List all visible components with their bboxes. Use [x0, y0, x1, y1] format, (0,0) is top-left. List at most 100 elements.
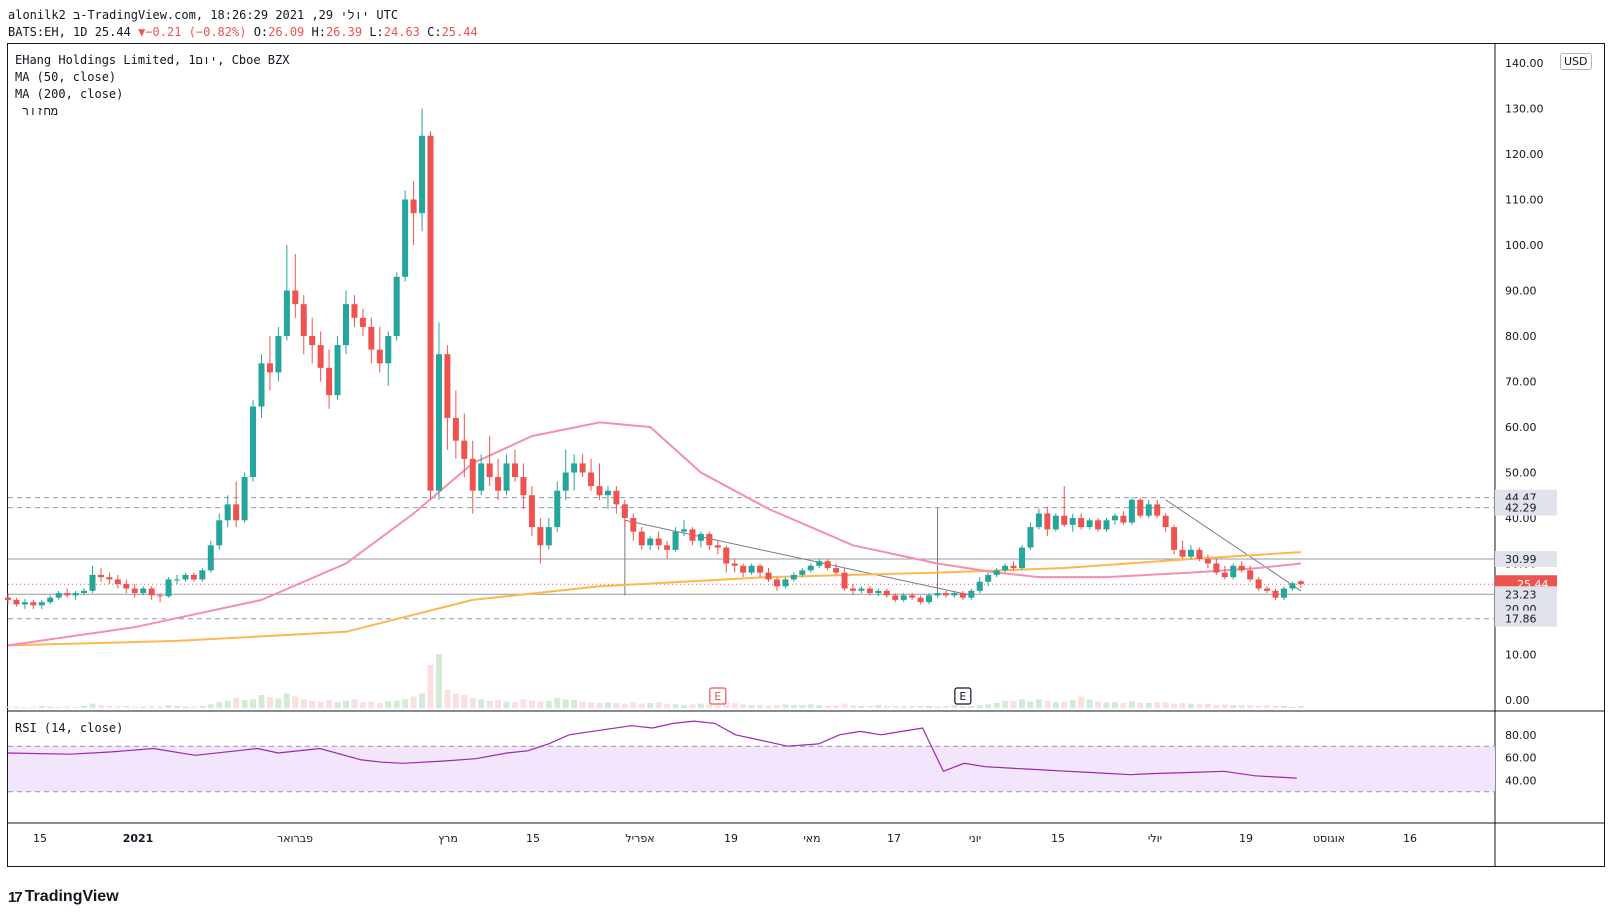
rsi-legend[interactable]: RSI (14, close)	[15, 721, 124, 735]
candle	[376, 326, 383, 373]
candle	[224, 495, 231, 528]
volume-bar	[1213, 705, 1220, 708]
volume-bar	[782, 704, 789, 708]
volume-bar	[1188, 703, 1194, 708]
candle	[1052, 513, 1059, 532]
candle	[520, 463, 527, 509]
candle	[926, 593, 933, 605]
candle-body	[1154, 504, 1161, 516]
volume-bar	[697, 703, 704, 708]
candle-body	[38, 602, 45, 606]
candle-body	[765, 572, 772, 580]
candle-body	[1213, 563, 1220, 573]
volume-bar	[858, 705, 865, 708]
close-label: C:	[427, 25, 442, 39]
candle	[1137, 497, 1144, 518]
volume-bar	[714, 705, 721, 708]
candle-body	[174, 579, 180, 581]
volume-bar	[951, 705, 958, 708]
volume-bar	[554, 697, 561, 708]
volume-bar	[613, 702, 620, 708]
candle	[757, 563, 764, 578]
candle-body	[740, 565, 747, 573]
volume-bar	[5, 706, 11, 708]
candle	[30, 599, 37, 609]
candle	[765, 568, 772, 582]
candle	[875, 588, 882, 597]
currency-badge[interactable]: USD	[1560, 53, 1592, 70]
volume-bar	[1247, 705, 1254, 708]
candle-body	[909, 595, 916, 598]
volume-bar	[241, 700, 248, 708]
candle-body	[5, 597, 11, 600]
candle-body	[926, 595, 933, 603]
candle-body	[951, 593, 958, 596]
candle-body	[165, 579, 172, 597]
volume-bar	[520, 699, 527, 708]
volume-bar	[579, 701, 586, 708]
high-value: 26.39	[325, 25, 363, 39]
candle-body	[934, 593, 941, 596]
brand-logo[interactable]: 17 TradingView	[8, 888, 119, 906]
price-axis-label: 42.29	[1495, 499, 1557, 516]
candle	[697, 531, 704, 548]
candle	[858, 586, 865, 594]
candle	[250, 399, 257, 482]
candle	[748, 563, 755, 575]
candle-body	[1120, 515, 1127, 523]
ma50-line	[7, 421, 1301, 647]
candle-body	[351, 304, 358, 318]
candle-body	[1188, 549, 1194, 557]
candle-body	[528, 495, 535, 528]
candle	[402, 190, 409, 282]
volume-legend[interactable]: מחזור	[22, 104, 59, 118]
volume-bar	[410, 696, 417, 708]
time-tick-label: יולי	[1148, 832, 1162, 845]
ma200-legend[interactable]: MA (200, close)	[15, 87, 124, 101]
volume-bar	[985, 704, 992, 708]
candle-body	[917, 597, 924, 603]
candle-body	[81, 590, 88, 594]
candle-body	[841, 572, 848, 589]
candle-body	[427, 135, 434, 491]
volume-bar	[689, 704, 696, 708]
price-tick-label: 70.00	[1505, 376, 1537, 389]
candle-body	[1010, 565, 1017, 569]
volume-bar	[833, 705, 840, 708]
volume-bar	[596, 702, 603, 708]
volume-bar	[790, 705, 797, 708]
candle	[393, 272, 400, 341]
candle-body	[900, 595, 907, 600]
volume-bar	[55, 707, 62, 708]
candle	[97, 568, 104, 582]
ma50-legend[interactable]: MA (50, close)	[15, 70, 117, 84]
candle-body	[757, 565, 764, 573]
chart-frame[interactable]	[7, 43, 1605, 867]
candle-body	[596, 486, 603, 496]
candle	[799, 568, 806, 578]
volume-bar	[317, 701, 324, 708]
candle	[773, 577, 780, 591]
candle-body	[469, 458, 476, 491]
level-text: 17.86	[1505, 613, 1537, 626]
volume-bar	[300, 699, 307, 708]
volume-bar	[909, 705, 916, 708]
volume-bar	[469, 697, 476, 708]
candle	[740, 563, 747, 578]
candle-body	[588, 472, 595, 487]
candle	[528, 486, 535, 537]
candle	[850, 583, 856, 596]
volume-bar	[1289, 706, 1296, 708]
candle	[562, 449, 569, 500]
earnings-marker-icon	[709, 687, 727, 705]
candle-body	[571, 463, 578, 473]
candle-body	[850, 588, 856, 591]
candle	[909, 593, 916, 600]
candle-body	[1044, 513, 1051, 530]
candle-body	[1162, 515, 1169, 528]
candle	[1027, 522, 1034, 550]
candle	[1069, 513, 1076, 532]
candle	[883, 588, 890, 598]
candle	[790, 572, 797, 582]
